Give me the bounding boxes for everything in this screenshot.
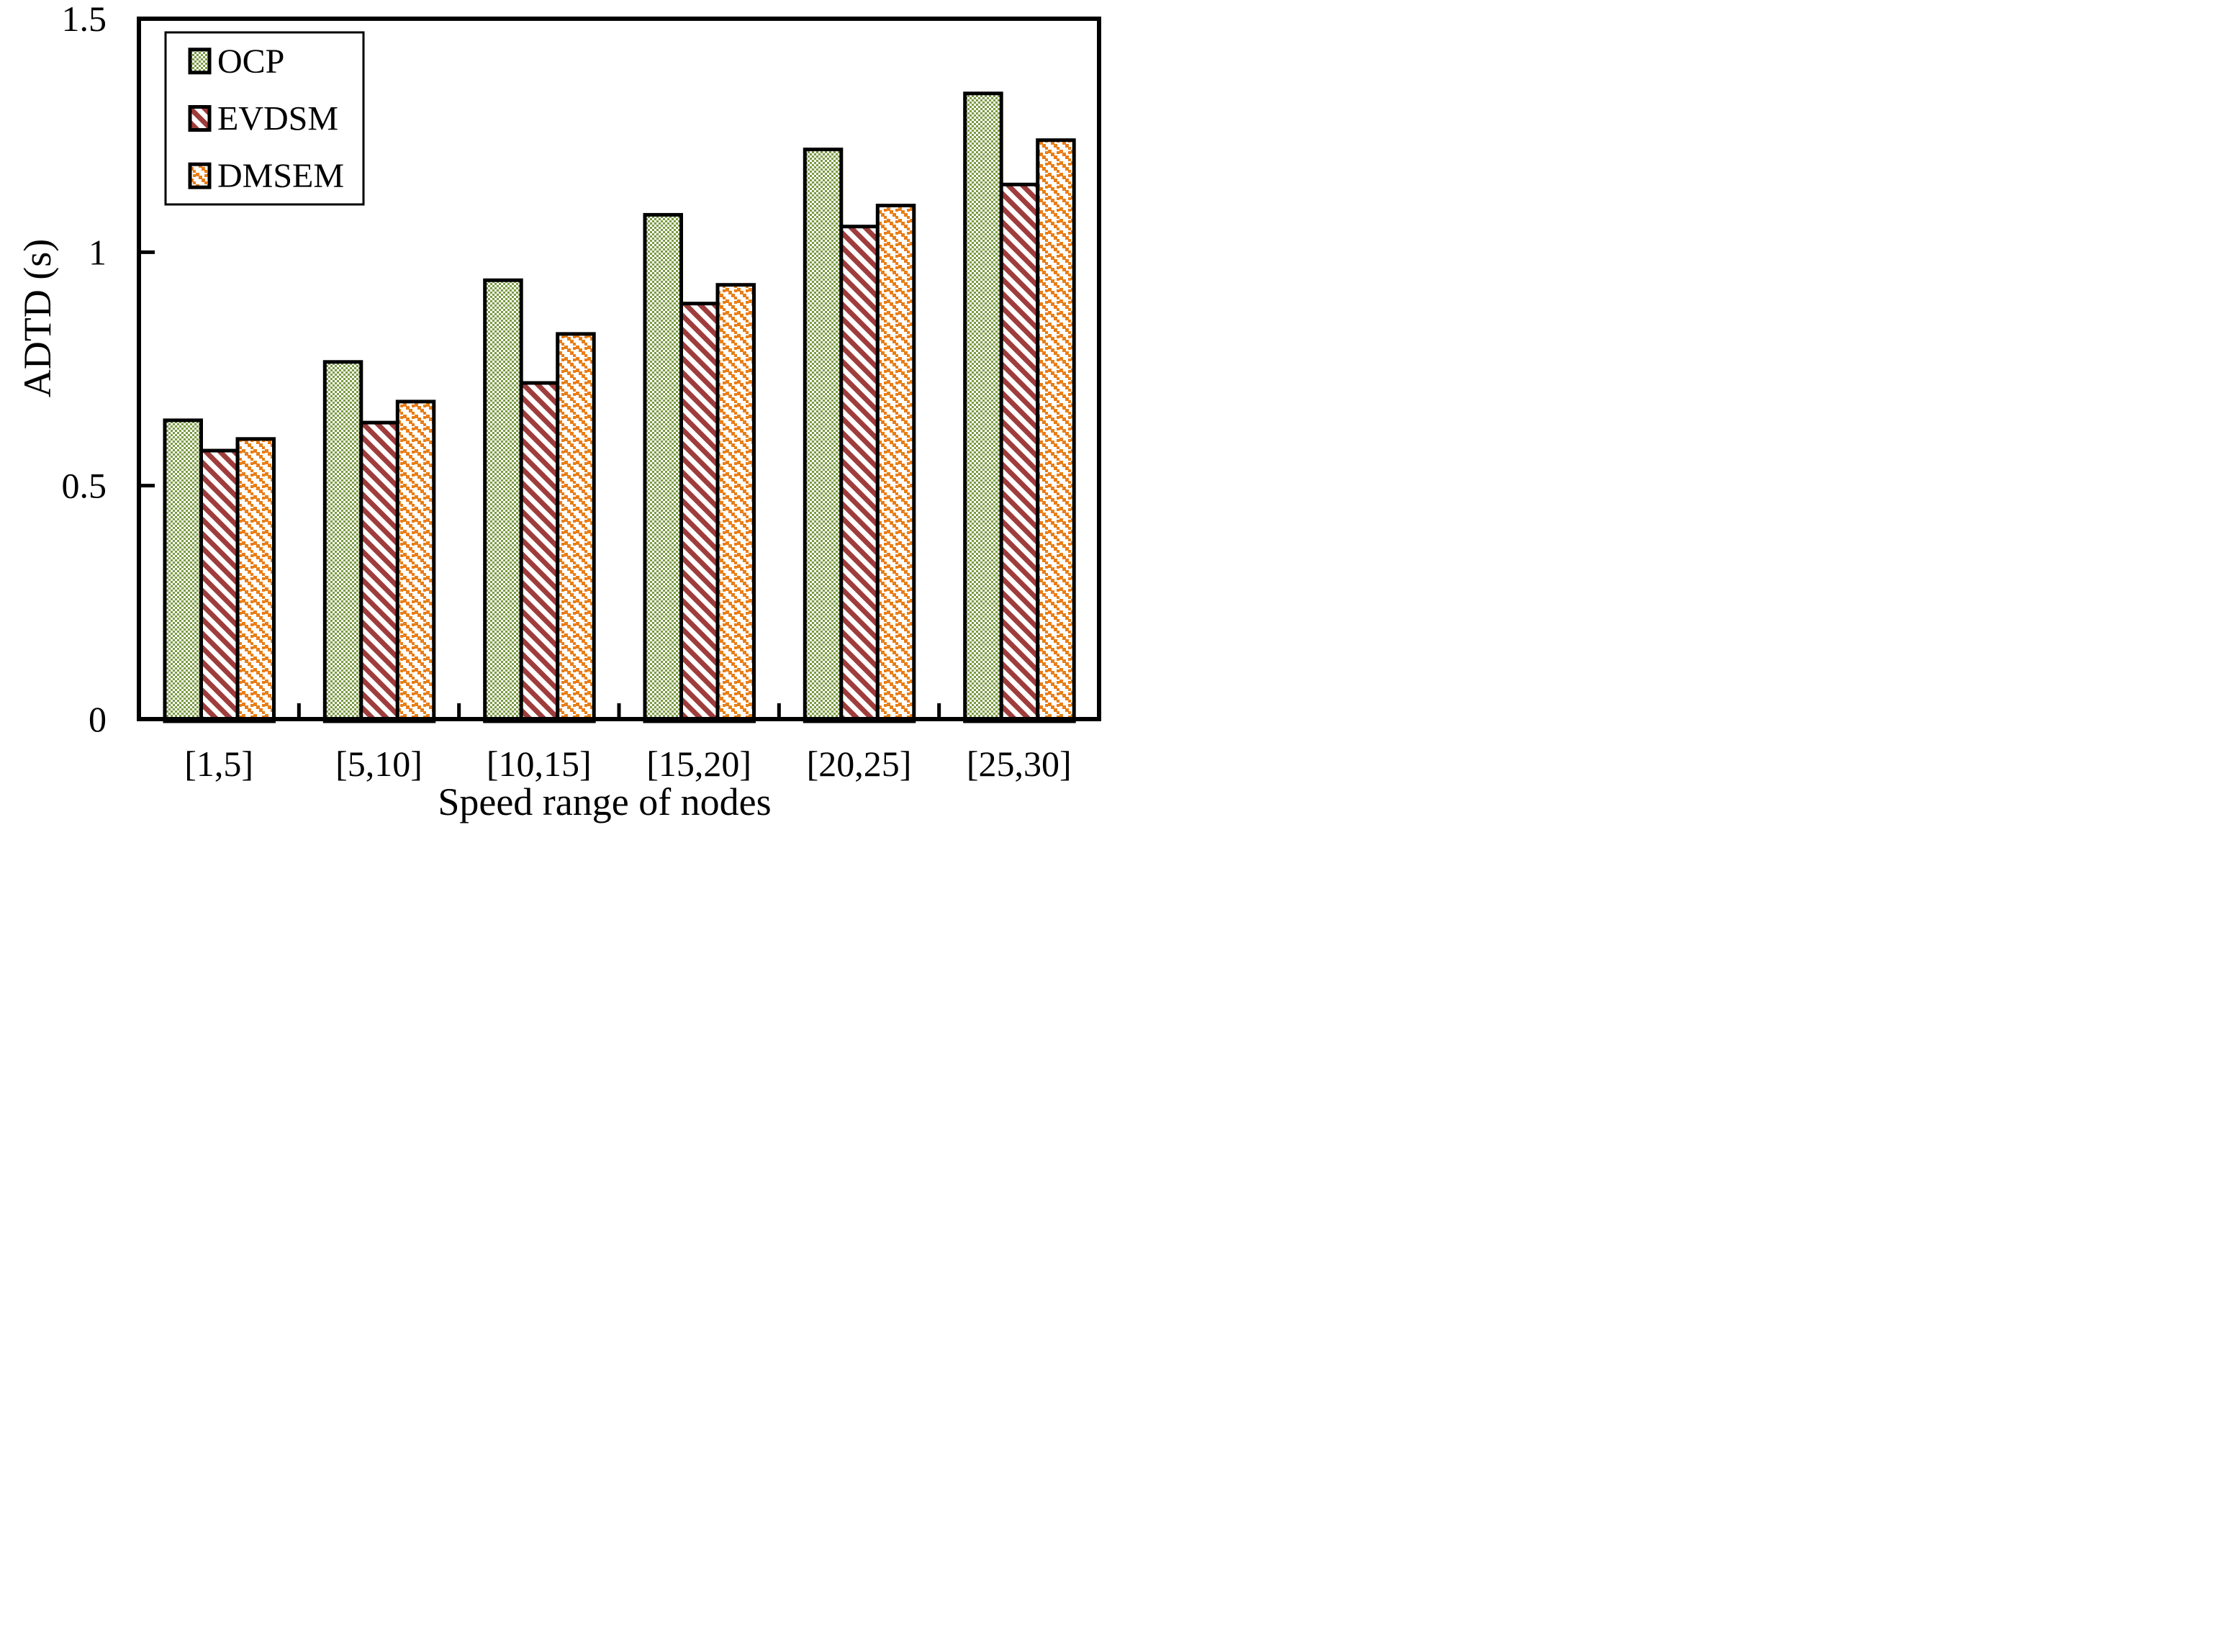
y-axis-title: ADTD (s) (16, 239, 59, 397)
bar-evdsm-5 (999, 182, 1040, 723)
bar-ocp-3 (643, 212, 683, 723)
bar-dmsem-2 (556, 332, 596, 723)
x-tick-label: [15,20] (646, 744, 751, 784)
bar-ocp-5 (963, 91, 1003, 723)
bar-evdsm-4 (839, 225, 880, 723)
x-tick-label: [10,15] (487, 744, 592, 784)
bar-dmsem-5 (1036, 138, 1076, 723)
bar-dmsem-4 (875, 204, 916, 723)
chart-figure: 0 0.5 1 1.5 [1,5] [5,10] [10,15] [15,20] [20,25]… (0, 0, 1118, 826)
legend-swatch-evdsm-icon (188, 105, 212, 132)
legend-label-dmsem: DMSEM (217, 157, 344, 195)
bar-ocp-1 (322, 360, 363, 723)
bar-ocp-4 (803, 148, 844, 723)
y-tick-label: 1 (89, 232, 107, 272)
bar-evdsm-3 (679, 302, 720, 723)
bars-layer (163, 91, 1076, 723)
y-tick-label: 0.5 (62, 466, 107, 506)
x-tick-label: [5,10] (335, 744, 422, 784)
bar-ocp-0 (163, 418, 203, 723)
x-tick-label: [20,25] (807, 744, 912, 784)
y-tick-label: 0 (89, 699, 107, 739)
bar-evdsm-2 (519, 381, 560, 723)
bar-dmsem-3 (715, 283, 756, 723)
legend-swatch-ocp-icon (188, 48, 212, 75)
legend-label-ocp: OCP (217, 42, 284, 81)
bar-evdsm-1 (359, 420, 399, 723)
legend-swatch-dmsem-icon (188, 162, 212, 189)
bar-evdsm-0 (199, 448, 240, 723)
legend-label-evdsm: EVDSM (217, 100, 338, 138)
bar-ocp-2 (483, 278, 523, 723)
bar-chart: 0 0.5 1 1.5 [1,5] [5,10] [10,15] [15,20] [20,25]… (16, 0, 1101, 823)
x-tick-label: [1,5] (184, 744, 253, 784)
x-axis-title: Speed range of nodes (438, 780, 771, 823)
x-tick-label: [25,30] (967, 744, 1072, 784)
legend: OCP EVDSM DMSEM (164, 31, 365, 206)
plot-border (137, 17, 1101, 721)
bar-dmsem-0 (235, 437, 276, 723)
y-tick-label: 1.5 (62, 0, 107, 39)
axis-layer: 0 0.5 1 1.5 [1,5] [5,10] [10,15] [15,20] [20,25]… (62, 0, 1072, 784)
bar-dmsem-1 (395, 400, 436, 723)
